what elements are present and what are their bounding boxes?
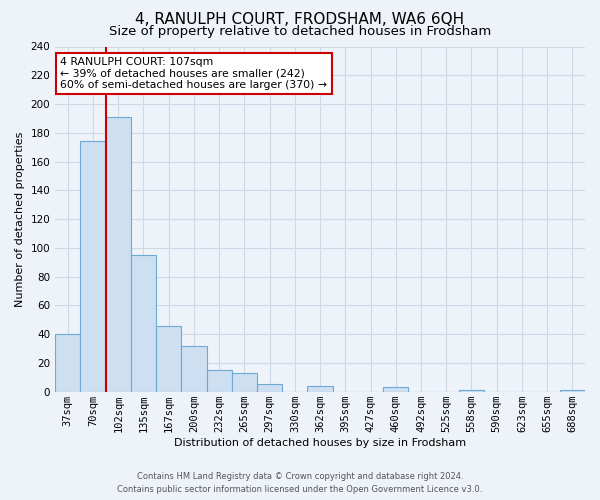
Bar [383,388,409,392]
Bar [181,346,206,392]
Bar [232,373,257,392]
Text: 4, RANULPH COURT, FRODSHAM, WA6 6QH: 4, RANULPH COURT, FRODSHAM, WA6 6QH [136,12,464,28]
Bar [131,255,156,392]
Bar [459,390,484,392]
Bar [80,142,106,392]
Bar [206,370,232,392]
Text: 4 RANULPH COURT: 107sqm
← 39% of detached houses are smaller (242)
60% of semi-d: 4 RANULPH COURT: 107sqm ← 39% of detache… [61,57,328,90]
Bar [307,386,332,392]
Bar [106,117,131,392]
Bar [560,390,585,392]
Text: Size of property relative to detached houses in Frodsham: Size of property relative to detached ho… [109,25,491,38]
Bar [156,326,181,392]
Bar [55,334,80,392]
Bar [257,384,282,392]
Y-axis label: Number of detached properties: Number of detached properties [15,132,25,307]
Text: Contains HM Land Registry data © Crown copyright and database right 2024.
Contai: Contains HM Land Registry data © Crown c… [118,472,482,494]
X-axis label: Distribution of detached houses by size in Frodsham: Distribution of detached houses by size … [174,438,466,448]
